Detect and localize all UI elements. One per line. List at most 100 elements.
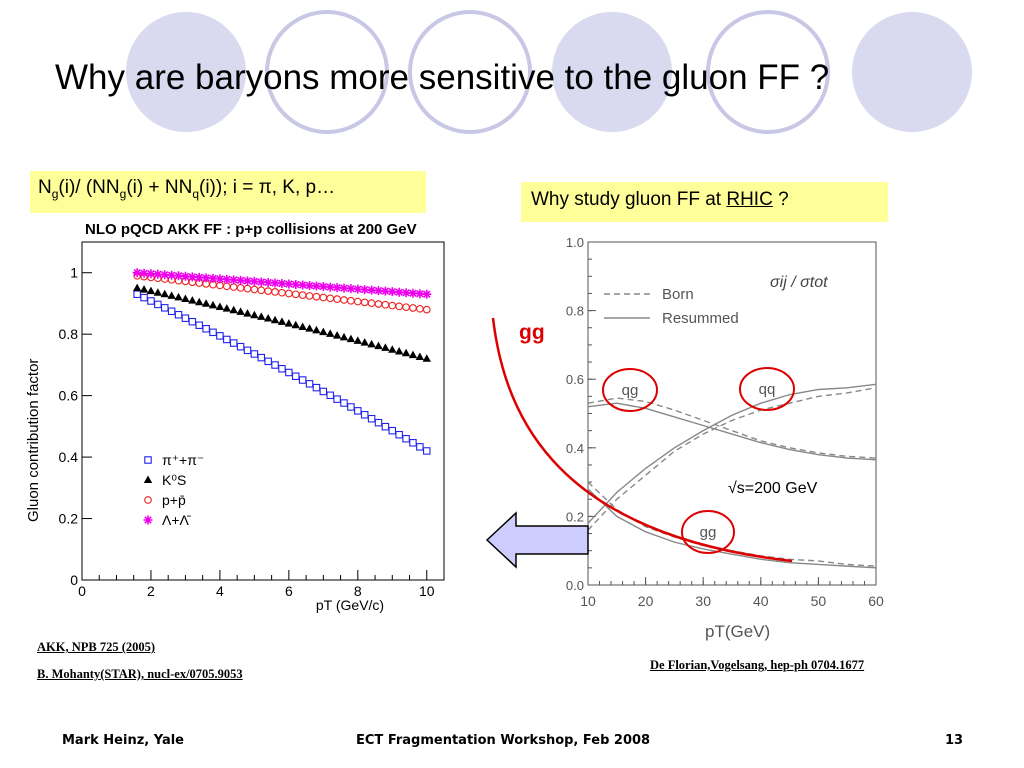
left-point-0: [305, 380, 314, 388]
left-point-0: [271, 361, 279, 369]
left-point-0: [202, 325, 210, 333]
left-chart-ylabel: Gluon contribution factor: [25, 359, 42, 522]
left-point-0: [360, 411, 369, 419]
left-point-1: [346, 334, 356, 343]
left-point-3: [380, 286, 390, 296]
left-point-1: [353, 336, 363, 344]
left-point-2: [353, 297, 362, 306]
left-point-3: [229, 275, 239, 285]
left-point-2: [388, 301, 397, 310]
deco-circle-3: [408, 10, 532, 134]
left-point-3: [222, 274, 232, 284]
left-point-0: [354, 407, 362, 415]
left-point-1: [312, 325, 321, 334]
right-xtick-label: 40: [753, 593, 769, 609]
line-qg-resummed: [587, 402, 877, 461]
left-ytick-label: 0.4: [59, 449, 79, 465]
right-ytick-label: 1.0: [566, 235, 584, 250]
left-point-0: [160, 304, 169, 312]
right-chart-ylabel: σij / σtot: [770, 274, 828, 291]
left-point-2: [402, 303, 410, 312]
left-point-0: [174, 310, 183, 319]
right-chart-xlabel: pT(GeV): [705, 622, 770, 641]
left-point-3: [160, 270, 170, 280]
left-point-2: [278, 288, 286, 297]
left-point-0: [209, 328, 217, 337]
left-point-1: [250, 310, 259, 319]
left-point-1: [160, 289, 169, 298]
channel-fraction-chart: 10 20 30 40 50 60 0.0 0.2 0.4 0.6 0.8 1.0 Born Resum…: [566, 235, 884, 641]
left-point-3: [408, 288, 418, 298]
right-xtick-label: 20: [638, 593, 654, 609]
left-point-1: [263, 314, 273, 322]
left-point-2: [360, 298, 369, 307]
channel-label-qq: qq: [759, 381, 776, 398]
legend-label-3: Λ+Λ̄: [162, 512, 191, 528]
left-point-3: [415, 289, 425, 299]
left-xtick-label: 8: [354, 583, 362, 599]
left-point-2: [374, 300, 383, 308]
ref-mohanty[interactable]: B. Mohanty(STAR), nucl-ex/0705.9053: [37, 667, 243, 681]
ref-akk[interactable]: AKK, NPB 725 (2005): [37, 640, 156, 654]
left-point-0: [395, 430, 403, 439]
left-xtick-label: 10: [419, 583, 435, 599]
left-point-3: [201, 273, 211, 283]
left-point-0: [402, 434, 410, 443]
left-point-0: [229, 339, 238, 347]
left-point-0: [257, 353, 266, 362]
footer-page: 13: [945, 733, 964, 748]
left-point-1: [326, 329, 335, 337]
left-point-3: [387, 287, 397, 297]
line-gg-resummed: [587, 488, 877, 569]
rhic-link[interactable]: RHIC: [726, 189, 773, 210]
left-point-3: [346, 284, 356, 294]
rhic-question: Why study gluon FF at RHIC ?: [521, 182, 888, 222]
left-point-3: [394, 287, 404, 297]
left-point-0: [264, 357, 272, 366]
left-point-0: [140, 293, 148, 302]
right-chart-frame: [587, 241, 877, 586]
footer-author: Mark Heinz, Yale: [62, 733, 184, 748]
line-qg-born: [587, 397, 877, 459]
left-point-1: [208, 300, 218, 309]
left-point-0: [388, 426, 397, 435]
left-point-3: [132, 268, 142, 278]
deco-circle-6: [852, 12, 972, 132]
legend-label-1: K⁰S: [162, 472, 186, 488]
left-xtick-label: 0: [78, 583, 86, 599]
gg-label: gg: [519, 321, 545, 344]
deco-circle-1: [126, 12, 246, 132]
left-point-1: [394, 347, 404, 355]
left-point-1: [229, 305, 238, 314]
left-point-1: [167, 291, 176, 299]
left-point-3: [353, 284, 363, 294]
left-point-1: [298, 322, 307, 330]
left-point-1: [305, 324, 314, 332]
left-point-3: [174, 271, 184, 281]
left-point-2: [271, 288, 279, 296]
left-point-0: [285, 368, 293, 377]
left-point-3: [325, 282, 335, 292]
left-point-0: [409, 439, 417, 447]
left-point-3: [194, 272, 204, 282]
left-point-3: [263, 277, 273, 287]
legend-marker-0: [144, 456, 152, 464]
left-point-0: [188, 317, 197, 326]
left-point-0: [312, 383, 321, 392]
left-point-0: [374, 418, 383, 427]
left-point-2: [326, 294, 335, 303]
left-point-3: [291, 280, 301, 290]
left-point-0: [133, 290, 141, 298]
left-point-1: [381, 343, 390, 351]
left-chart-title: NLO pQCD AKK FF : p+p collisions at 200 …: [85, 221, 417, 238]
left-ytick-label: 0.6: [59, 388, 79, 404]
left-point-0: [381, 422, 390, 431]
left-point-1: [215, 302, 225, 311]
ref-deflorian[interactable]: De Florian,Vogelsang, hep-ph 0704.1677: [650, 658, 865, 672]
left-point-3: [339, 283, 349, 293]
left-point-0: [243, 346, 252, 355]
left-point-1: [132, 283, 142, 292]
left-point-1: [243, 309, 252, 317]
left-ytick-label: 0.8: [59, 326, 79, 342]
left-point-0: [181, 314, 190, 322]
